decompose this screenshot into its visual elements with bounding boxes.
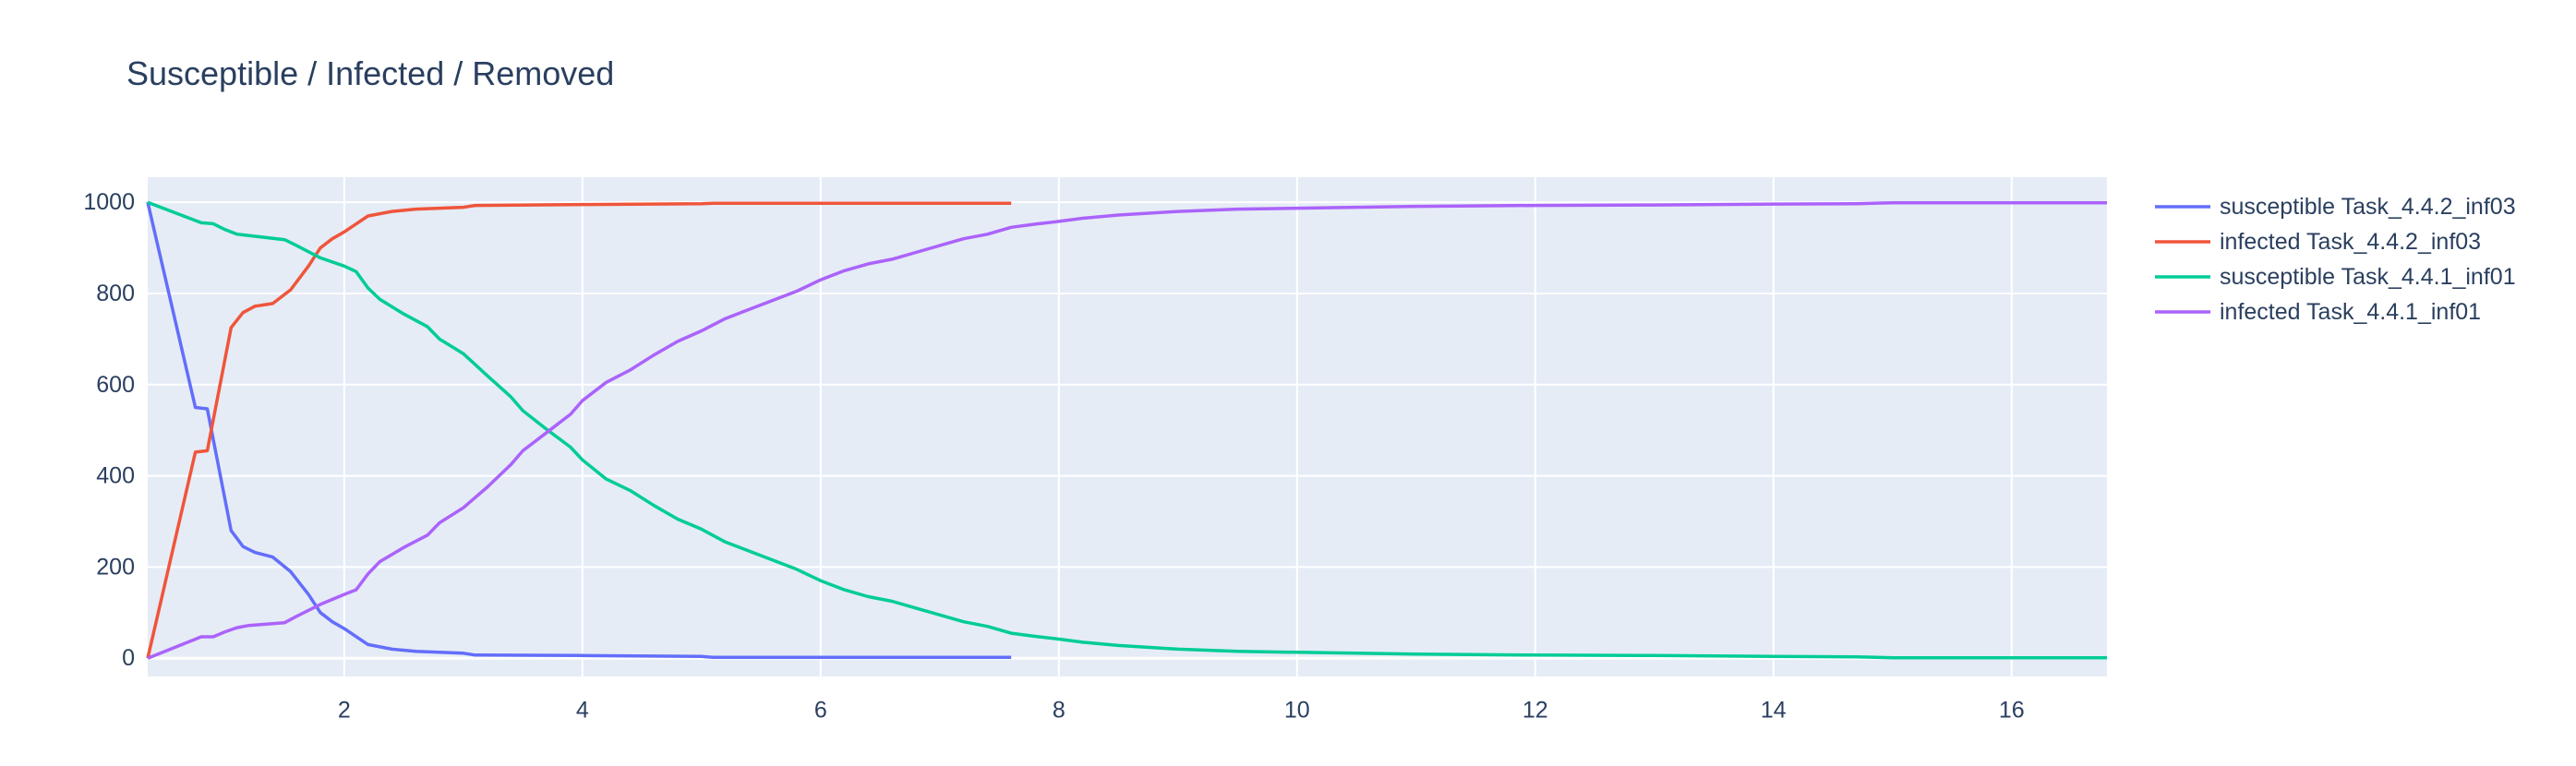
plot-area xyxy=(148,177,2107,676)
legend-label: infected Task_4.4.2_inf03 xyxy=(2220,229,2481,255)
grid-lines xyxy=(148,177,2107,676)
x-tick-label: 12 xyxy=(1523,698,1548,724)
series-line-2 xyxy=(147,200,2107,660)
y-tick-label: 200 xyxy=(96,554,135,580)
series-line-1 xyxy=(146,201,1012,659)
y-tick-label: 1000 xyxy=(83,189,135,215)
y-tick-label: 800 xyxy=(96,281,135,306)
legend-item-1[interactable]: infected Task_4.4.2_inf03 xyxy=(2155,229,2481,255)
legend-item-2[interactable]: susceptible Task_4.4.1_inf01 xyxy=(2155,264,2516,290)
y-tick-label: 600 xyxy=(96,372,135,398)
axis-ticks: 2 4 6 8 10 12 14 16 0 200 400 600 800 1000 xyxy=(83,189,2024,723)
legend[interactable]: susceptible Task_4.4.2_inf03 infected Tas… xyxy=(2155,194,2516,325)
series-line-0 xyxy=(146,201,1012,659)
x-tick-label: 14 xyxy=(1761,698,1787,724)
legend-item-3[interactable]: infected Task_4.4.1_inf01 xyxy=(2155,299,2481,325)
y-tick-label: 0 xyxy=(122,645,135,671)
x-tick-label: 2 xyxy=(338,698,351,724)
legend-label: susceptible Task_4.4.1_inf01 xyxy=(2220,264,2516,290)
x-tick-label: 16 xyxy=(1999,698,2025,724)
x-tick-label: 10 xyxy=(1284,698,1310,724)
legend-label: infected Task_4.4.1_inf01 xyxy=(2220,299,2481,325)
x-tick-label: 6 xyxy=(814,698,827,724)
legend-label: susceptible Task_4.4.2_inf03 xyxy=(2220,194,2516,220)
legend-item-0[interactable]: susceptible Task_4.4.2_inf03 xyxy=(2155,194,2516,220)
x-tick-label: 4 xyxy=(576,698,589,724)
series-lines xyxy=(146,200,2107,660)
chart-title: Susceptible / Infected / Removed xyxy=(126,54,614,92)
y-tick-label: 400 xyxy=(96,463,135,489)
x-tick-label: 8 xyxy=(1053,698,1065,724)
series-line-3 xyxy=(147,200,2107,660)
